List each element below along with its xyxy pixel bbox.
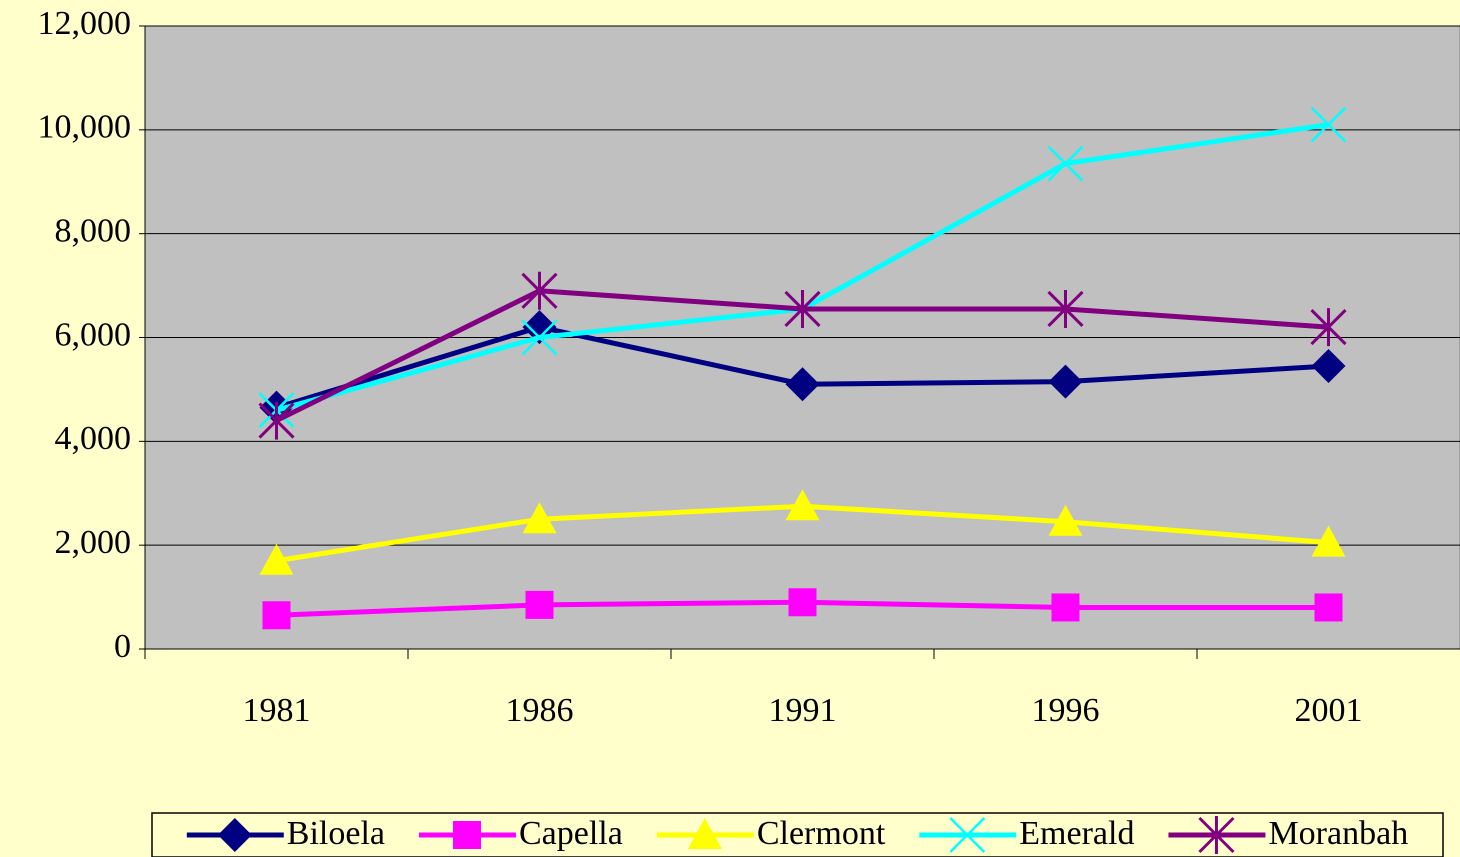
legend-label: Biloela [287,815,385,852]
marker [1048,364,1083,399]
x-tick-label: 1986 [506,692,574,729]
marker [521,271,558,310]
marker [1048,504,1083,536]
marker [522,502,557,534]
marker [1047,289,1084,328]
legend-label: Emerald [1019,815,1134,852]
y-tick-label: 10,000 [38,109,132,146]
y-tick-label: 2,000 [55,524,132,561]
x-tick-label: 1981 [243,692,311,729]
y-tick-label: 6,000 [55,316,132,353]
x-tick-label: 1991 [769,692,837,729]
marker [262,601,291,630]
legend-label: Moranbah [1268,815,1408,852]
marker [258,401,295,440]
marker [949,817,986,853]
marker [784,289,821,328]
marker [1311,349,1346,384]
y-tick-label: 4,000 [55,420,132,457]
marker [687,818,722,849]
y-tick-label: 8,000 [55,212,132,249]
marker [259,543,294,575]
marker [1311,525,1346,557]
marker [1051,593,1080,622]
y-tick-label: 12,000 [38,5,132,42]
marker [1047,145,1084,182]
marker [521,319,558,356]
marker [1198,816,1235,854]
marker [785,367,820,402]
marker [453,821,481,849]
marker [1310,106,1347,143]
y-tick-label: 0 [114,628,131,665]
x-tick-label: 1996 [1032,692,1100,729]
x-tick-label: 2001 [1295,692,1363,729]
marker [1310,308,1347,347]
legend-label: Clermont [757,815,886,852]
marker [788,588,817,617]
marker [785,489,820,521]
marker [217,818,252,852]
legend: Biloela Capella Clermont Emerald Moranbah [186,815,1408,854]
marker [1314,593,1343,622]
legend-label: Capella [519,815,623,852]
marker [525,590,554,619]
